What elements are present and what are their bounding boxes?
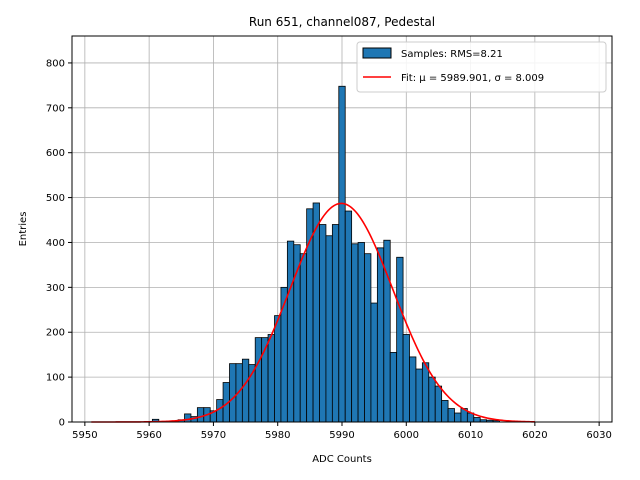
- y-tick-label: 700: [46, 103, 65, 114]
- x-axis-label: ADC Counts: [312, 454, 372, 465]
- y-tick-label: 0: [59, 418, 65, 429]
- x-tick-label: 6030: [586, 430, 611, 441]
- histogram-bar: [299, 253, 308, 423]
- histogram-bar: [409, 356, 417, 423]
- histogram-bar: [370, 302, 378, 423]
- histogram-bar: [389, 352, 398, 423]
- y-tick-label: 100: [46, 373, 65, 384]
- y-tick-label: 800: [46, 58, 65, 69]
- legend-box: [356, 41, 607, 93]
- histogram-bar: [396, 256, 404, 423]
- fit-curve-group: [91, 202, 535, 423]
- y-tick-label: 200: [46, 328, 65, 339]
- x-tick-label: 5960: [136, 430, 161, 441]
- histogram-bar: [235, 363, 243, 423]
- x-tick-label: 5970: [201, 430, 226, 441]
- histogram-bar: [434, 385, 443, 423]
- x-tick-label: 5990: [329, 430, 354, 441]
- histogram-bar: [184, 413, 192, 423]
- x-axis-ticks: 5950 5960 5970 5980 5990 6000 6010 6020 6030: [72, 422, 612, 441]
- chart-title: Run 651, channel087, Pedestal: [249, 15, 435, 29]
- y-tick-label: 500: [46, 193, 65, 204]
- legend-swatch-samples: [362, 47, 392, 59]
- histogram-bar: [274, 315, 282, 423]
- legend-label-samples: Samples: RMS=8.21: [401, 49, 503, 60]
- histogram-bar: [447, 408, 455, 423]
- x-tick-label: 5980: [265, 430, 290, 441]
- histogram-bar: [196, 407, 205, 423]
- x-tick-label: 5950: [72, 430, 97, 441]
- histogram-bar: [428, 376, 436, 423]
- histogram-bar: [216, 399, 224, 423]
- histogram-bar: [241, 358, 250, 423]
- y-axis-label: Entries: [18, 212, 29, 247]
- histogram-bar: [421, 362, 430, 423]
- fit-curve: [91, 202, 535, 423]
- histogram-bar: [254, 337, 263, 423]
- histogram-bar: [415, 368, 423, 423]
- y-axis-ticks: 0 100 200 300 400 500 600 700 800: [46, 58, 72, 429]
- x-tick-label: 6000: [394, 430, 419, 441]
- x-tick-label: 6020: [522, 430, 547, 441]
- histogram-bar: [454, 412, 462, 423]
- histogram-bar: [319, 224, 327, 423]
- histogram-bar: [376, 247, 385, 423]
- x-tick-label: 6010: [458, 430, 483, 441]
- histogram-bar: [267, 334, 275, 423]
- histogram-bar: [344, 210, 353, 423]
- histogram-bar: [364, 253, 372, 423]
- histogram-bar: [441, 400, 449, 423]
- histogram-bar: [286, 240, 295, 423]
- y-tick-label: 400: [46, 238, 65, 249]
- histogram-bar: [351, 243, 359, 423]
- y-tick-label: 600: [46, 148, 65, 159]
- legend: Samples: RMS=8.21 Fit: μ = 5989.901, σ =…: [356, 41, 607, 93]
- histogram-bar: [357, 242, 365, 423]
- histogram-bar: [325, 235, 333, 423]
- histogram-bar: [229, 363, 237, 423]
- histogram-bar: [280, 286, 288, 423]
- y-tick-label: 300: [46, 283, 65, 294]
- histogram-bar: [338, 85, 346, 423]
- histogram-bar: [473, 417, 481, 423]
- histogram-bar: [312, 202, 320, 423]
- legend-label-fit: Fit: μ = 5989.901, σ = 8.009: [401, 73, 544, 84]
- histogram-bar: [402, 334, 410, 423]
- histogram-bar: [331, 224, 340, 423]
